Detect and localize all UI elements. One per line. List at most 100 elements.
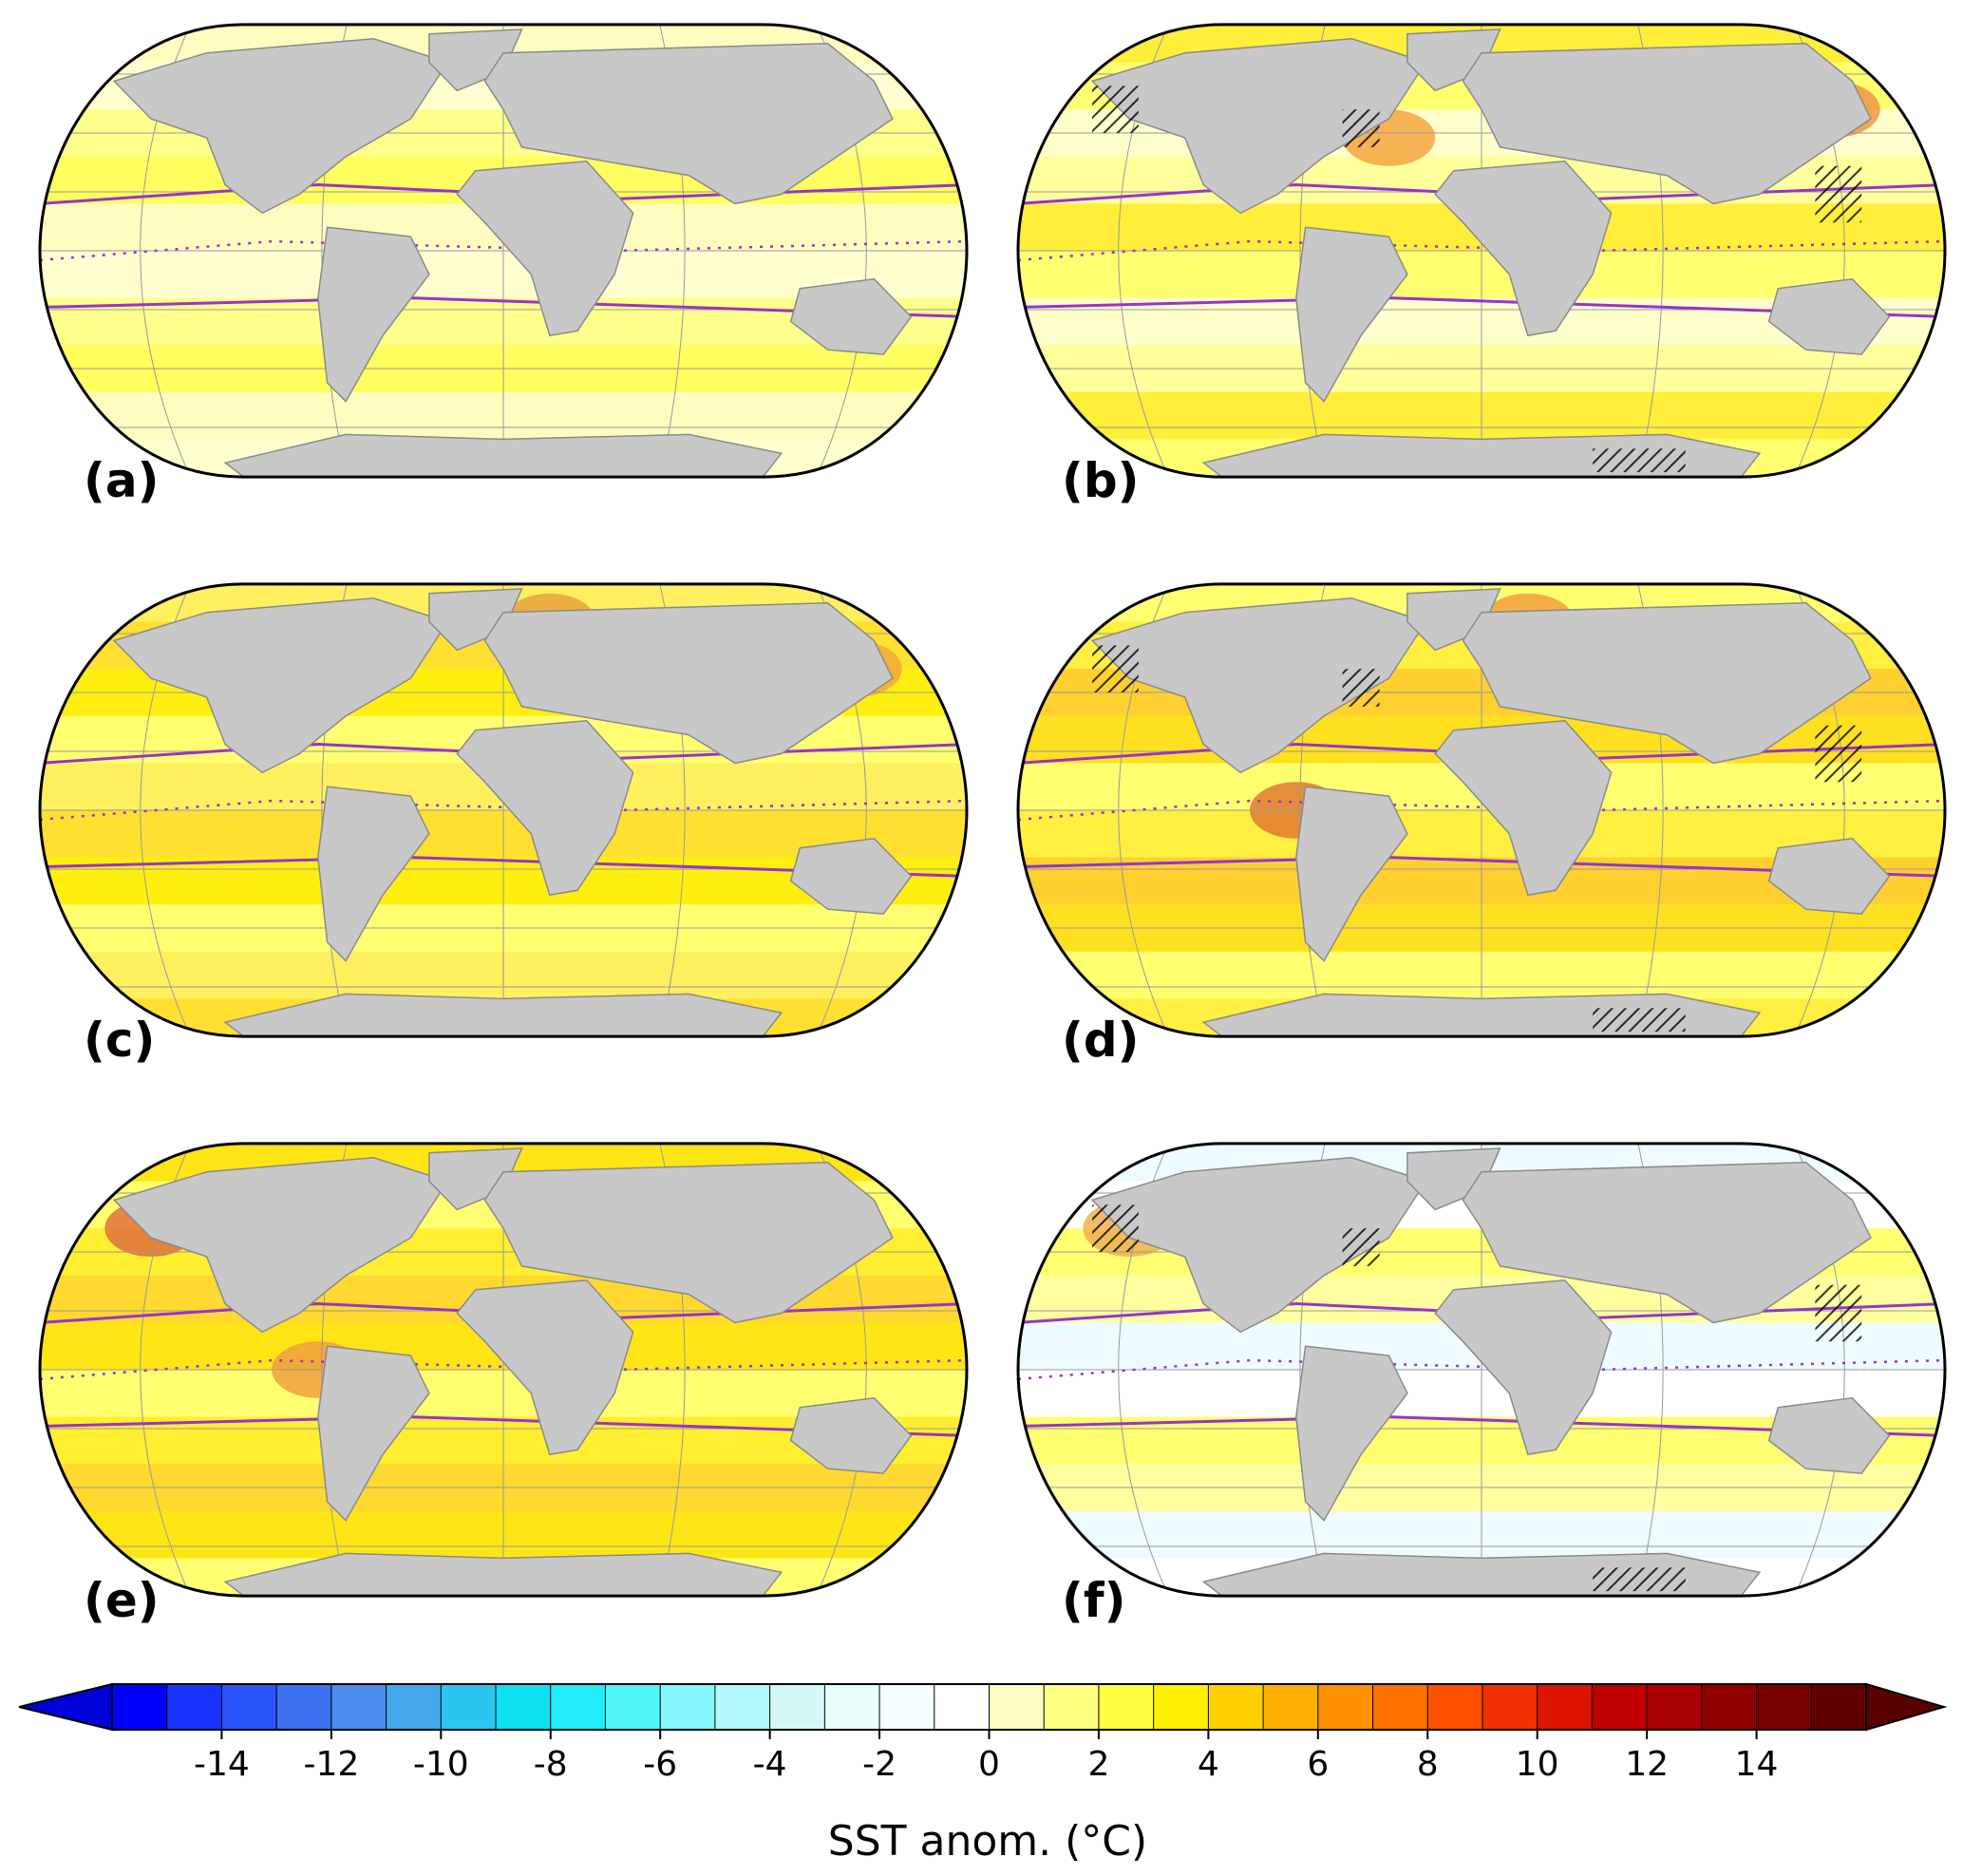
land-africa <box>1434 161 1613 337</box>
map-d-border <box>1016 582 1947 1038</box>
map-f-border <box>1016 1142 1947 1598</box>
hatching-region <box>1342 669 1380 707</box>
map-e-ocean <box>40 1143 967 1597</box>
colorbar-tick-label: 6 <box>1307 1745 1329 1784</box>
colorbar-over-arrow <box>1865 1682 1948 1732</box>
hatching-region <box>1342 1228 1380 1266</box>
colorbar-cells <box>111 1683 1867 1731</box>
colorbar-cell <box>604 1683 662 1731</box>
land-southAmerica <box>1295 226 1408 403</box>
colorbar-cell <box>1756 1683 1813 1731</box>
colorbar-cell <box>878 1683 935 1731</box>
map-panel-b <box>1016 23 1947 479</box>
map-b-border <box>1016 23 1947 479</box>
map-b-ocean <box>1018 24 1945 478</box>
panel-label-f: (f) <box>1062 1573 1125 1628</box>
colorbar-cell <box>1043 1683 1100 1731</box>
colorbar-tick-label: 0 <box>978 1745 1000 1784</box>
colorbar-cell <box>1810 1683 1867 1731</box>
colorbar-tick-label: -10 <box>413 1745 469 1784</box>
panel-label-e: (e) <box>84 1573 160 1628</box>
colorbar-cell <box>275 1683 332 1731</box>
land-greenland <box>1406 1147 1501 1211</box>
panel-label-b: (b) <box>1062 453 1140 508</box>
land-southAmerica <box>1295 786 1408 962</box>
land-australia <box>1767 1397 1891 1474</box>
land-greenland <box>1406 588 1501 652</box>
map-c-border <box>38 582 969 1038</box>
colorbar-cell <box>769 1683 826 1731</box>
land-australia <box>789 278 913 355</box>
colorbar-cell <box>1098 1683 1155 1731</box>
hatching-region <box>1092 1204 1139 1252</box>
land-eurasia <box>1462 43 1872 205</box>
colorbar-title: SST anom. (°C) <box>828 1817 1147 1866</box>
colorbar-tick-label: 10 <box>1516 1745 1559 1784</box>
land-southAmerica <box>317 1345 430 1522</box>
land-antarctica <box>223 1552 783 1597</box>
colorbar-cell <box>1537 1683 1594 1731</box>
tropical-contour-dotted <box>1018 799 1945 822</box>
colorbar: -14 -12 -10 -8 -6 -4 -2 0 2 4 6 8 10 12 14 SST anom. (… <box>18 1682 1948 1866</box>
map-panel-d <box>1016 582 1947 1038</box>
colorbar-cell <box>1372 1683 1429 1731</box>
map-panel-c <box>38 582 969 1038</box>
colorbar-tick-label: 14 <box>1735 1745 1779 1784</box>
land-southAmerica <box>1295 1345 1408 1522</box>
tropical-contour-dotted <box>40 1358 967 1381</box>
map-f-ocean <box>1018 1143 1945 1597</box>
land-africa <box>1434 720 1613 897</box>
hatching-region <box>1815 165 1862 223</box>
land-africa <box>1434 1279 1613 1456</box>
land-greenland <box>428 1147 523 1211</box>
hatching-region <box>1593 1567 1686 1592</box>
map-d-ocean <box>1018 583 1945 1037</box>
hatching-region <box>1092 645 1139 692</box>
land-australia <box>1767 838 1891 915</box>
colorbar-cell <box>386 1683 443 1731</box>
colorbar-cell <box>330 1683 387 1731</box>
land-africa <box>456 720 634 897</box>
tropical-contour-dotted <box>1018 239 1945 262</box>
map-panel-f <box>1016 1142 1947 1598</box>
colorbar-cell <box>989 1683 1046 1731</box>
colorbar-tick-label: -12 <box>303 1745 359 1784</box>
colorbar-cell <box>495 1683 552 1731</box>
map-a-ocean <box>40 24 967 478</box>
map-panel-e <box>38 1142 969 1598</box>
hatching-region <box>1092 85 1139 133</box>
colorbar-ticks: -14 -12 -10 -8 -6 -4 -2 0 2 4 6 8 10 12 14 <box>194 1730 1778 1784</box>
colorbar-tick-label: -6 <box>643 1745 677 1784</box>
tropical-contour-dotted <box>1018 1358 1945 1381</box>
land-eurasia <box>483 602 894 765</box>
land-eurasia <box>1462 602 1872 765</box>
colorbar-tick-label: -4 <box>753 1745 787 1784</box>
map-c-ocean <box>40 583 967 1037</box>
map-e-border <box>38 1142 969 1598</box>
map-a-border <box>38 23 969 479</box>
colorbar-cell <box>714 1683 771 1731</box>
colorbar-cell <box>440 1683 498 1731</box>
colorbar-cell <box>111 1683 168 1731</box>
hatching-region <box>1815 1284 1862 1342</box>
colorbar-cell <box>1591 1683 1649 1731</box>
hatching-region <box>1593 1008 1686 1033</box>
colorbar-tick-label: -14 <box>194 1745 250 1784</box>
colorbar-cell <box>1426 1683 1483 1731</box>
colorbar-cell <box>1207 1683 1265 1731</box>
land-antarctica <box>223 433 783 478</box>
colorbar-tick-label: 4 <box>1198 1745 1219 1784</box>
colorbar-cell <box>1701 1683 1758 1731</box>
colorbar-under-arrow <box>18 1682 113 1732</box>
colorbar-cell <box>220 1683 278 1731</box>
land-australia <box>789 1397 913 1474</box>
land-southAmerica <box>317 786 430 962</box>
panel-label-a: (a) <box>84 453 159 508</box>
hatching-region <box>1342 109 1380 147</box>
colorbar-cell <box>166 1683 223 1731</box>
land-greenland <box>428 28 523 92</box>
colorbar-tick-label: -8 <box>534 1745 568 1784</box>
colorbar-cell <box>1153 1683 1210 1731</box>
land-africa <box>456 1279 634 1456</box>
